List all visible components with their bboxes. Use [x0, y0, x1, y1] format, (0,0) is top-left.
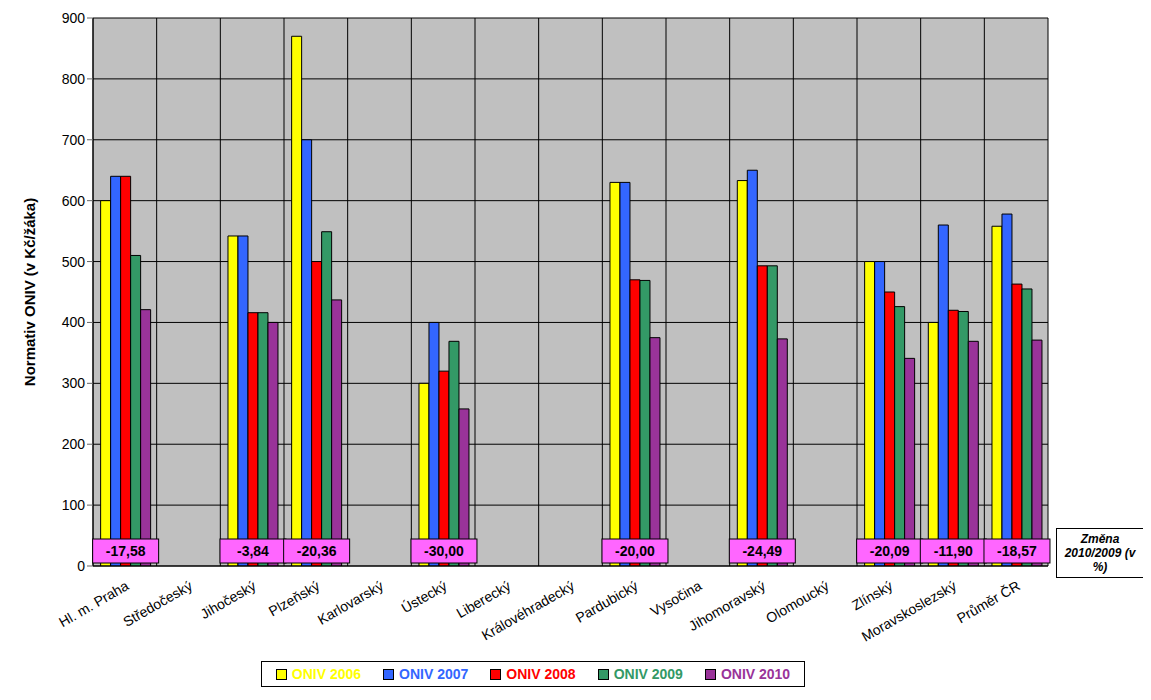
svg-text:-24,49: -24,49 [742, 543, 782, 559]
svg-text:Olomoucký: Olomoucký [763, 577, 832, 626]
svg-text:Zlínský: Zlínský [849, 577, 895, 613]
svg-text:100: 100 [62, 497, 86, 513]
svg-text:Karlovarský: Karlovarský [315, 577, 386, 627]
html-text:ONIV 2009: ONIV 2009 [613, 666, 683, 682]
svg-text:500: 500 [62, 254, 86, 270]
svg-text:Průměr ČR: Průměr ČR [954, 577, 1023, 626]
svg-text:Liberecký: Liberecký [453, 577, 514, 622]
svg-text:Normativ ONIV (v Kč/žáka): Normativ ONIV (v Kč/žáka) [21, 198, 38, 386]
svg-text:600: 600 [62, 193, 86, 209]
svg-text:800: 800 [62, 71, 86, 87]
svg-text:-20,09: -20,09 [870, 543, 910, 559]
svg-text:Jihočeský: Jihočeský [197, 577, 258, 622]
html-text:ONIV 2007: ONIV 2007 [399, 666, 469, 682]
html-text:ONIV 2010: ONIV 2010 [720, 666, 791, 682]
svg-text:Plzeňský: Plzeňský [266, 577, 323, 619]
svg-text:400: 400 [62, 314, 86, 330]
svg-text:Moravskoslezský: Moravskoslezský [859, 577, 959, 644]
svg-text:Jihomoravský: Jihomoravský [686, 577, 768, 634]
svg-text:-11,90: -11,90 [934, 543, 973, 559]
svg-text:900: 900 [62, 10, 86, 26]
svg-text:Královéhradecký: Královéhradecký [479, 577, 577, 643]
svg-text:-17,58: -17,58 [106, 543, 146, 559]
html-text:Změna 2010/2009 (v %): Změna 2010/2009 (v %) [1064, 532, 1136, 574]
html-text:ONIV 2008: ONIV 2008 [506, 666, 576, 682]
svg-text:Hl. m. Praha: Hl. m. Praha [56, 577, 132, 630]
svg-text:-30,00: -30,00 [424, 543, 464, 559]
svg-text:-20,36: -20,36 [297, 543, 337, 559]
svg-text:-3,84: -3,84 [237, 543, 269, 559]
svg-text:Ústecký: Ústecký [399, 577, 450, 616]
svg-text:-18,57: -18,57 [997, 543, 1037, 559]
svg-text:0: 0 [77, 558, 85, 574]
svg-text:300: 300 [62, 375, 86, 391]
svg-text:-20,00: -20,00 [615, 543, 655, 559]
svg-text:200: 200 [62, 436, 86, 452]
svg-text:700: 700 [62, 132, 86, 148]
svg-text:Vysočina: Vysočina [648, 577, 705, 619]
svg-text:Středočeský: Středočeský [120, 577, 195, 629]
html-text:ONIV 2006: ONIV 2006 [291, 666, 362, 682]
svg-text:Pardubický: Pardubický [573, 577, 641, 625]
